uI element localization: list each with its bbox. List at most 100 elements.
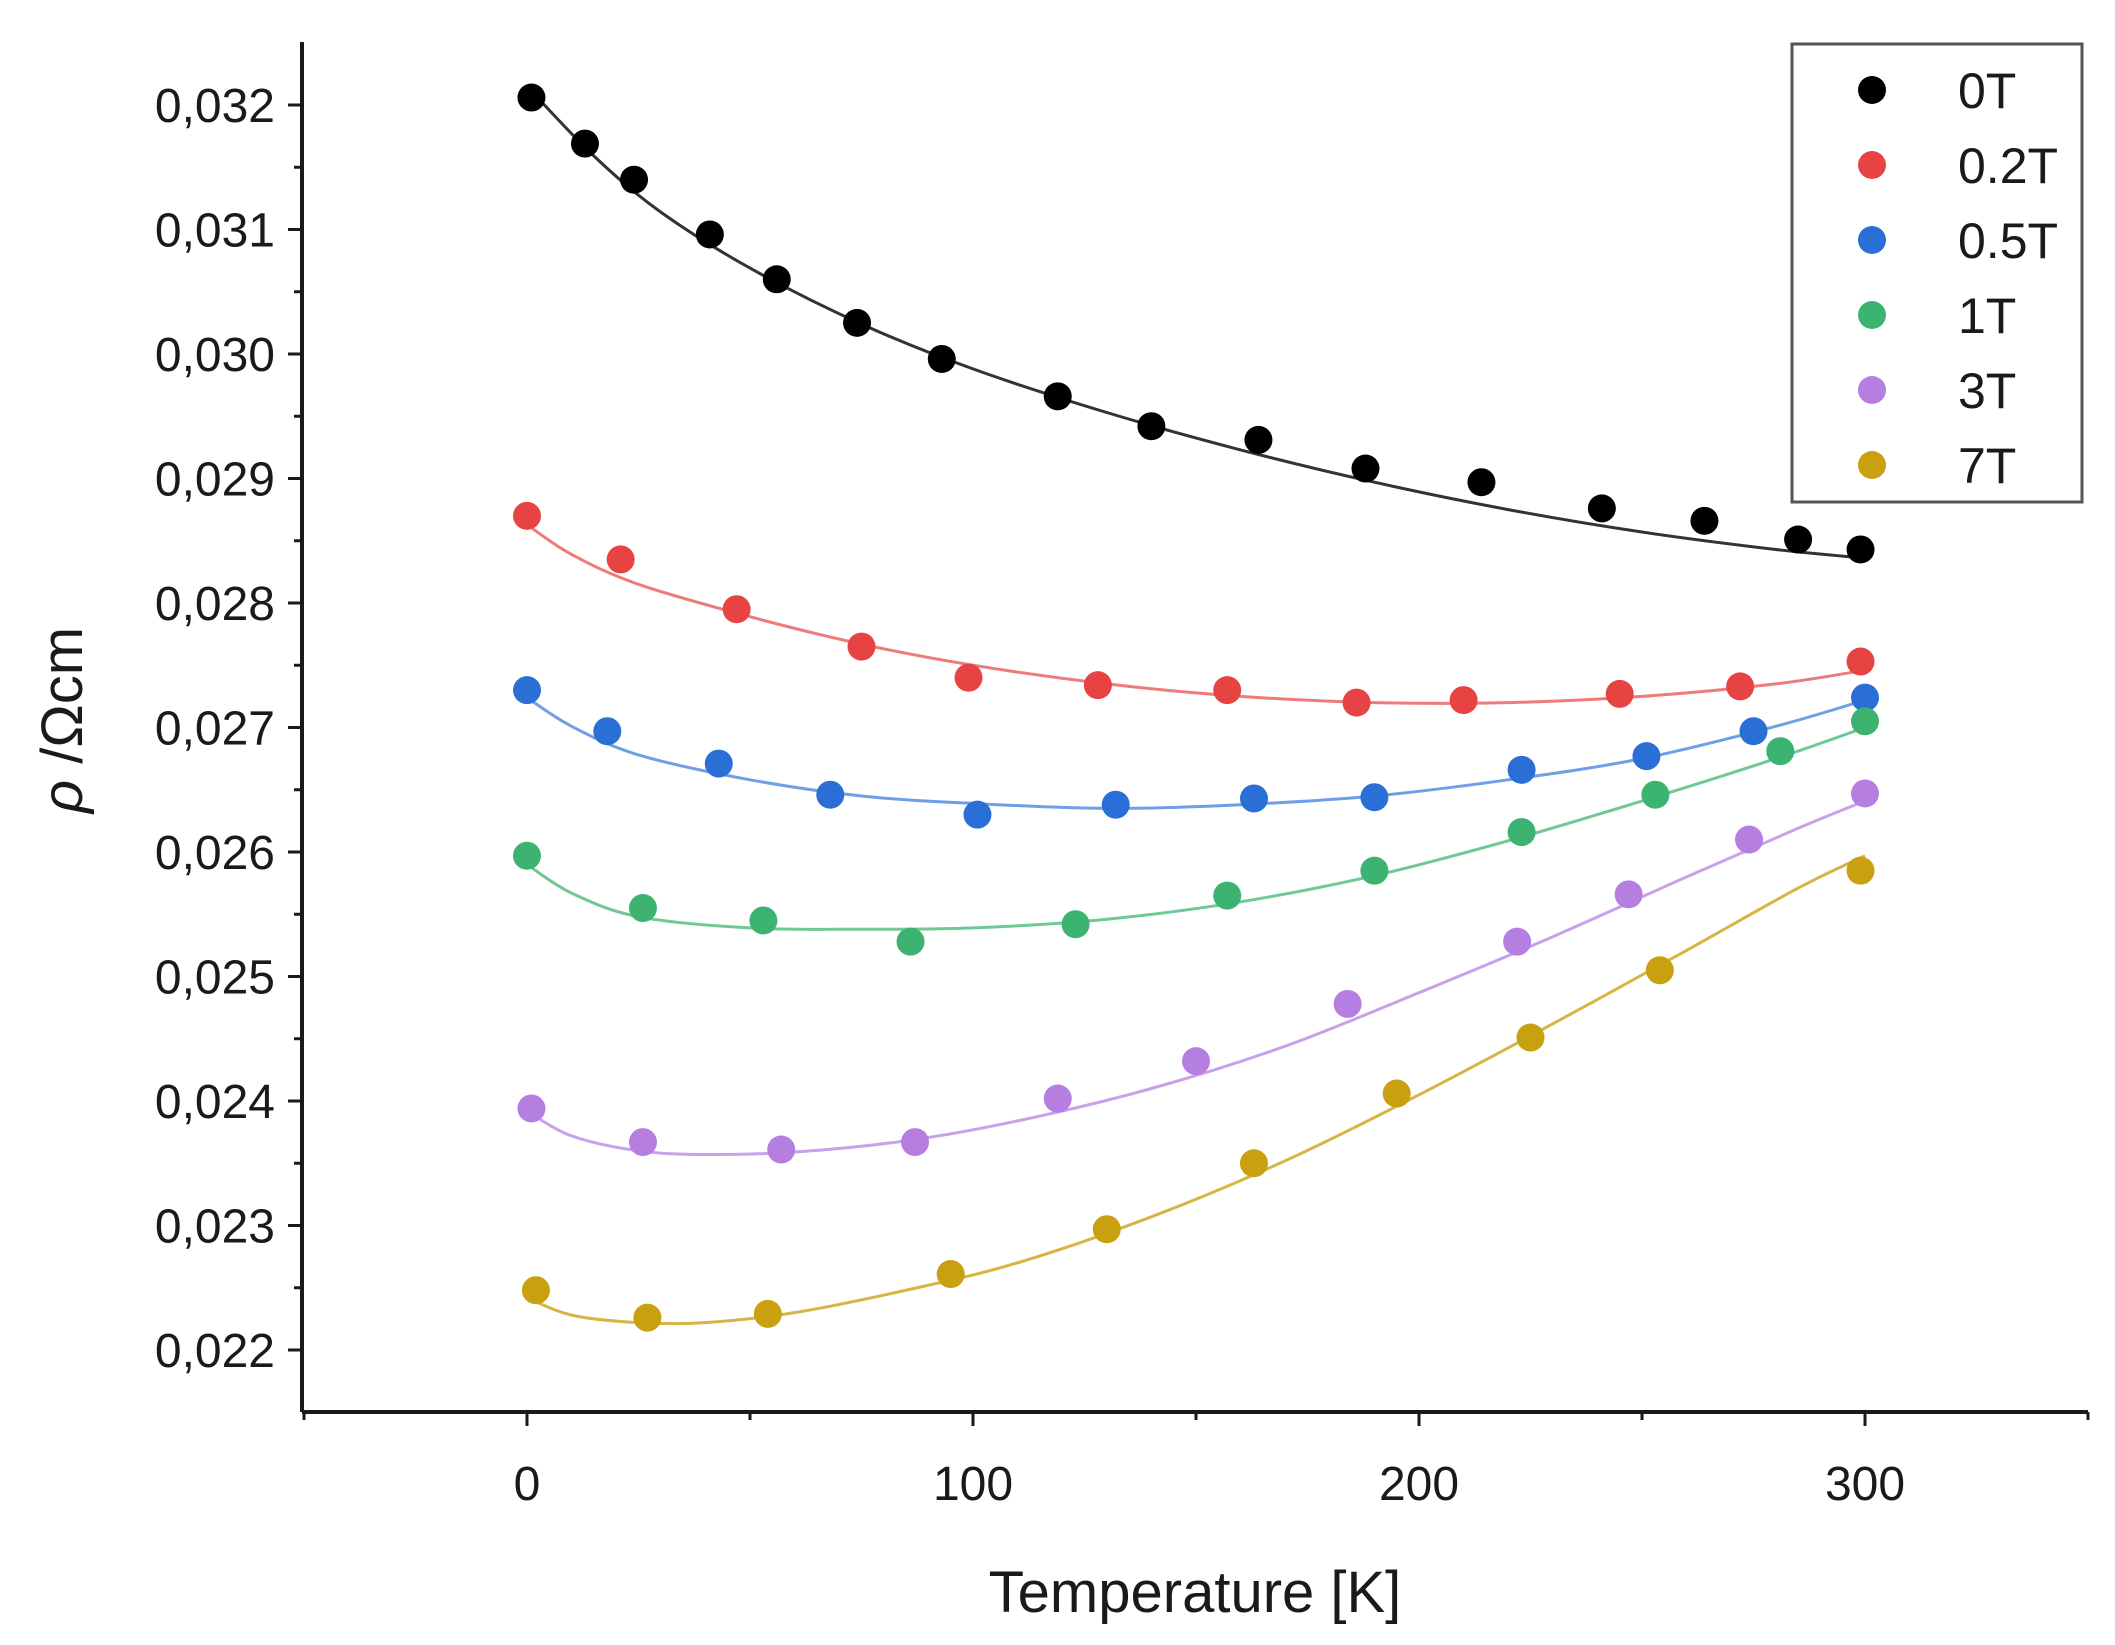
data-point-1T [1061,910,1090,939]
data-point-3T [628,1128,657,1157]
data-point-7T [936,1260,965,1289]
legend-label: 3T [1958,363,2016,419]
x-tick-label: 300 [1825,1458,1905,1511]
data-point-0.2T [1846,647,1875,676]
legend-label: 7T [1958,438,2016,494]
data-point-7T [753,1299,782,1328]
data-point-0T [762,265,791,294]
data-point-3T [901,1128,930,1157]
y-tick-label: 0,023 [155,1201,275,1254]
data-point-1T [896,927,925,956]
data-point-0.5T [704,749,733,778]
data-point-3T [1043,1084,1072,1113]
data-point-0.5T [1101,790,1130,819]
data-point-0T [1587,494,1616,523]
data-point-1T [1213,881,1242,910]
data-point-1T [513,841,541,870]
data-point-0.5T [816,780,845,809]
data-point-0.5T [513,676,541,705]
data-point-0.5T [1739,717,1768,746]
y-axis-ticks: 0,022 0,023 0,024 0,025 0,026 0,027 0,028 0,029… [155,80,302,1378]
data-point-3T [1333,989,1362,1018]
data-point-3T [767,1135,796,1164]
y-tick-label: 0,027 [155,703,275,756]
x-tick-label: 200 [1379,1458,1459,1511]
data-point-0.2T [1605,679,1634,708]
legend-label: 0.5T [1958,213,2058,269]
data-point-0T [695,220,724,249]
y-tick-label: 0,028 [155,578,275,631]
data-point-7T [1239,1149,1268,1178]
data-point-0T [927,344,956,373]
y-tick-label: 0,024 [155,1076,275,1129]
data-point-0.2T [1449,686,1478,715]
fit-line-0.2T [526,523,1866,705]
data-point-3T [517,1094,546,1123]
data-point-0.2T [954,663,983,692]
data-point-0T [1244,425,1273,454]
data-point-7T [1092,1215,1121,1244]
data-point-3T [1614,880,1643,909]
data-point-3T [1182,1047,1210,1076]
y-axis-label-symbol: ρ [30,780,95,815]
data-point-0T [1043,382,1072,411]
x-tick-label: 100 [933,1458,1013,1511]
data-point-0T [1137,412,1166,441]
legend-label: 0T [1958,63,2016,119]
data-point-7T [1846,856,1875,885]
data-point-3T [1503,927,1532,956]
fit-line-1T [526,726,1866,931]
data-point-0.5T [1851,683,1879,712]
y-tick-label: 0,025 [155,952,275,1005]
x-axis-ticks: 0 100 200 300 [302,1412,2090,1511]
data-point-1T [1360,856,1389,885]
data-point-0.5T [1507,755,1536,784]
data-point-1T [628,894,657,923]
x-axis-label: Temperature [K] [989,1560,1402,1625]
data-point-0.5T [1239,784,1268,813]
y-axis-label-unit: /Ωcm [30,627,95,780]
data-point-0.5T [593,717,622,746]
data-point-7T [1516,1023,1545,1052]
y-tick-label: 0,029 [155,454,275,507]
legend-box [1790,42,2084,504]
data-point-0T [1846,535,1875,564]
y-tick-label: 0,032 [155,80,275,133]
data-point-0T [570,129,599,158]
data-point-0T [843,308,872,337]
data-point-0T [1690,506,1719,535]
data-point-0T [517,83,546,112]
data-point-0.2T [847,632,876,661]
data-point-1T [749,906,778,935]
legend-marker-7T [1858,451,1886,479]
y-axis-label: ρ /Ωcm [30,627,95,815]
y-tick-label: 0,030 [155,329,275,382]
data-point-7T [521,1276,550,1305]
legend-marker-0.2T [1858,151,1886,179]
legend-marker-3T [1858,376,1886,404]
data-point-0.5T [963,800,992,829]
fit-line-0T [525,85,1866,560]
y-tick-label: 0,026 [155,827,275,880]
data-point-1T [1766,737,1795,766]
legend: 0T 0.2T 0.5T 1T 3T 7T [1790,42,2084,504]
data-point-0.2T [1213,676,1242,705]
data-point-0.2T [722,595,751,624]
data-points [513,83,1879,1332]
data-point-1T [1851,707,1879,736]
legend-marker-0.5T [1858,226,1886,254]
data-point-7T [1382,1079,1411,1108]
data-point-7T [1645,956,1674,985]
legend-label: 1T [1958,288,2016,344]
data-point-0T [1351,454,1380,483]
legend-marker-0T [1858,76,1886,104]
data-point-0.5T [1632,742,1661,771]
data-point-1T [1641,780,1670,809]
data-point-0.2T [606,545,635,574]
data-point-0T [1784,525,1813,554]
data-point-3T [1851,779,1879,808]
data-point-1T [1507,818,1536,847]
data-point-0.2T [1342,688,1371,717]
y-tick-label: 0,022 [155,1325,275,1378]
